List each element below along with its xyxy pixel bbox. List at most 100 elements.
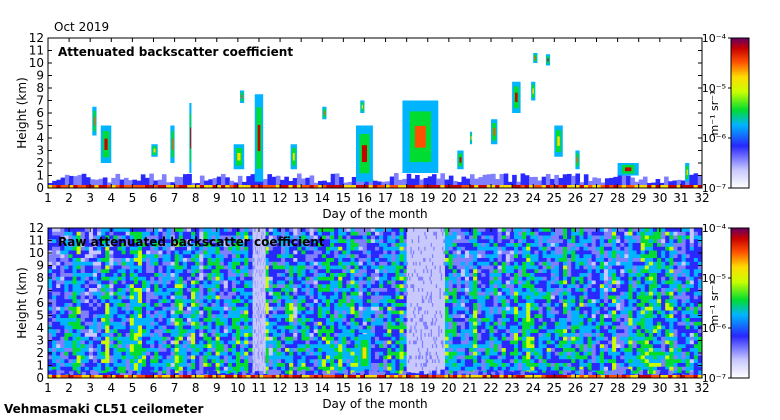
- backscatter-cell: [231, 321, 237, 326]
- backscatter-cell: [203, 284, 208, 289]
- backscatter-cell: [444, 265, 449, 270]
- backscatter-cell: [60, 363, 65, 368]
- backscatter-cell: [293, 306, 298, 311]
- backscatter-cell: [240, 303, 245, 308]
- backscatter-cell: [346, 239, 351, 244]
- backscatter-cell: [379, 258, 384, 263]
- backscatter-cell: [244, 280, 249, 285]
- backscatter-cell: [264, 303, 270, 308]
- backscatter-cell: [215, 355, 221, 360]
- backscatter-cell: [268, 254, 274, 259]
- backscatter-cell: [493, 284, 499, 289]
- surface-return-cell: [212, 185, 218, 188]
- backscatter-cell: [223, 254, 229, 259]
- backscatter-cell: [485, 261, 490, 266]
- backscatter-cell: [109, 348, 114, 353]
- backscatter-cell: [186, 250, 192, 255]
- backscatter-cell: [211, 299, 216, 304]
- backscatter-cell: [105, 318, 110, 323]
- backscatter-cell: [92, 366, 98, 371]
- backscatter-cell: [497, 325, 503, 330]
- backscatter-cell: [113, 318, 118, 323]
- backscatter-cell: [350, 254, 355, 259]
- backscatter-cell: [375, 243, 380, 248]
- backscatter-cell: [485, 329, 490, 334]
- backscatter-cell: [133, 351, 139, 356]
- backscatter-cell: [403, 303, 409, 308]
- backscatter-cell: [350, 310, 355, 315]
- backscatter-cell: [297, 351, 302, 356]
- backscatter-cell: [289, 340, 294, 345]
- backscatter-cell: [195, 314, 200, 319]
- backscatter-cell: [395, 269, 400, 274]
- backscatter-cell: [97, 310, 102, 315]
- backscatter-cell: [493, 306, 499, 311]
- backscatter-cell: [321, 246, 327, 251]
- backscatter-cell: [395, 261, 400, 266]
- backscatter-cell: [477, 231, 482, 236]
- backscatter-cell: [383, 235, 388, 240]
- backscatter-cell: [330, 325, 335, 330]
- backscatter-cell: [460, 246, 466, 251]
- backscatter-cell: [92, 228, 98, 233]
- backscatter-cell: [150, 355, 155, 360]
- backscatter-cell: [346, 325, 351, 330]
- backscatter-cell: [231, 370, 237, 375]
- backscatter-cell: [211, 321, 216, 326]
- backscatter-cell: [460, 310, 466, 315]
- backscatter-cell: [354, 269, 360, 274]
- backscatter-cell: [186, 295, 192, 300]
- backscatter-cell: [133, 359, 139, 364]
- backscatter-cell: [244, 359, 249, 364]
- backscatter-cell: [464, 333, 470, 338]
- backscatter-cell: [276, 344, 282, 349]
- backscatter-cell: [313, 344, 319, 349]
- backscatter-cell: [325, 306, 331, 311]
- surface-return-cell: [90, 185, 95, 188]
- backscatter-cell: [289, 363, 294, 368]
- backscatter-cell: [121, 310, 127, 315]
- backscatter-cell: [444, 299, 449, 304]
- backscatter-cell: [452, 363, 458, 368]
- backscatter-cell: [97, 276, 102, 281]
- surface-return-cell: [431, 185, 437, 188]
- backscatter-cell: [182, 318, 188, 323]
- backscatter-cell: [191, 258, 196, 263]
- backscatter-cell: [211, 265, 216, 270]
- surface-return-cell: [254, 185, 260, 188]
- boundary-layer-cell: [69, 175, 74, 188]
- backscatter-cell: [493, 363, 499, 368]
- backscatter-cell: [182, 321, 188, 326]
- backscatter-cell: [289, 344, 294, 349]
- boundary-layer-cell: [368, 179, 374, 188]
- backscatter-cell: [199, 295, 204, 300]
- backscatter-cell: [207, 231, 212, 236]
- backscatter-cell: [264, 239, 270, 244]
- backscatter-cell: [60, 231, 65, 236]
- backscatter-cell: [88, 228, 94, 233]
- backscatter-cell: [297, 243, 302, 248]
- backscatter-cell: [56, 291, 61, 296]
- backscatter-cell: [113, 329, 118, 334]
- boundary-layer-cell: [503, 173, 509, 188]
- backscatter-cell: [317, 280, 323, 285]
- backscatter-cell: [395, 363, 400, 368]
- backscatter-cell: [403, 261, 409, 266]
- backscatter-cell: [182, 250, 188, 255]
- backscatter-cell: [489, 325, 494, 330]
- backscatter-cell: [170, 321, 176, 326]
- backscatter-cell: [370, 228, 376, 233]
- backscatter-cell: [191, 325, 196, 330]
- backscatter-cell: [276, 355, 282, 360]
- backscatter-cell: [399, 329, 405, 334]
- surface-return-cell: [292, 185, 298, 188]
- backscatter-cell: [244, 276, 249, 281]
- backscatter-cell: [80, 336, 86, 341]
- backscatter-cell: [121, 344, 127, 349]
- backscatter-cell: [48, 314, 53, 319]
- backscatter-cell: [272, 318, 278, 323]
- boundary-layer-cell: [73, 176, 78, 188]
- backscatter-cell: [154, 366, 159, 371]
- backscatter-cell: [293, 340, 298, 345]
- backscatter-cell: [52, 261, 57, 266]
